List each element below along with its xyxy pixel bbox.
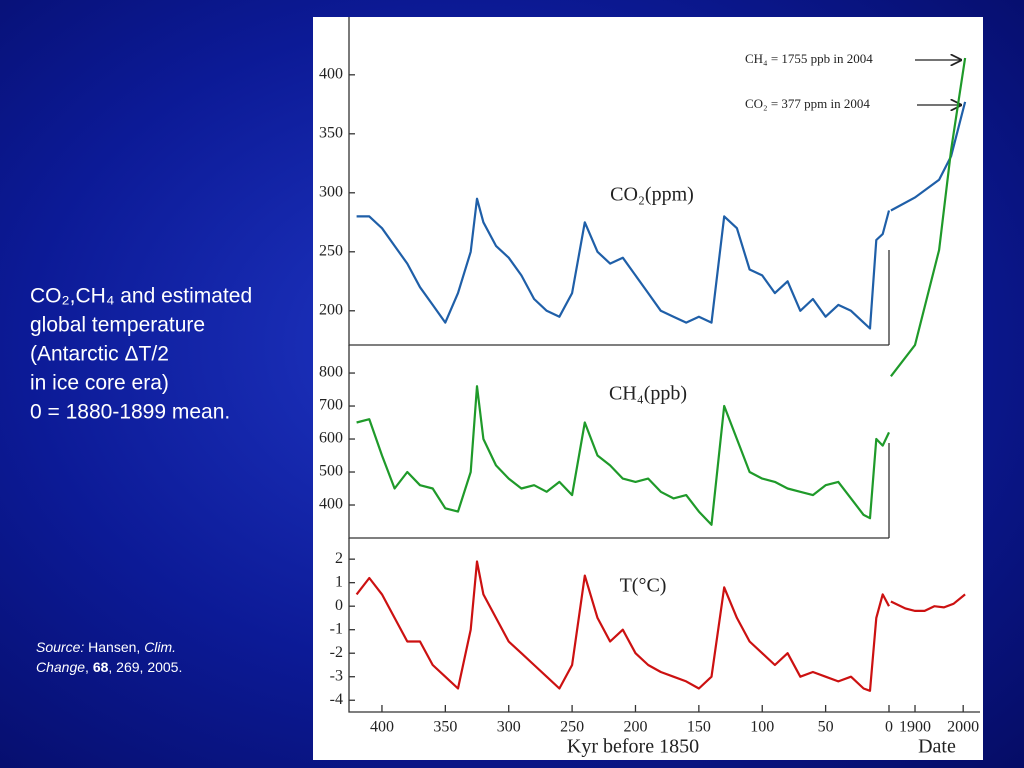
panel-title: CH₄(ppb) bbox=[609, 383, 687, 405]
date-tick-label: 2000 bbox=[947, 719, 979, 736]
panel-title: CO₂(ppm) bbox=[610, 184, 694, 206]
caption-line: global temperature bbox=[30, 314, 205, 337]
y-tick-label: 400 bbox=[319, 496, 343, 513]
y-tick-label: 700 bbox=[319, 397, 343, 414]
caption-line: 0 = 1880-1899 mean. bbox=[30, 401, 230, 424]
modern-line bbox=[890, 57, 967, 377]
y-tick-label: 2 bbox=[335, 550, 343, 567]
x-tick-label: 50 bbox=[818, 719, 834, 736]
y-tick-label: -2 bbox=[330, 644, 343, 661]
y-tick-label: -3 bbox=[330, 667, 343, 684]
x-tick-label: 0 bbox=[885, 719, 893, 736]
caption: CO₂,CH₄ and estimated global temperature… bbox=[30, 285, 252, 424]
y-tick-label: 600 bbox=[319, 430, 343, 447]
caption-line: in ice core era) bbox=[30, 372, 169, 395]
source-line: Change, 68, 269, 2005. bbox=[36, 659, 182, 675]
source-line: Source: Hansen, Clim. bbox=[36, 639, 176, 655]
y-tick-label: 300 bbox=[319, 183, 343, 200]
x-tick-label: 350 bbox=[433, 719, 457, 736]
panel-title: T(°C) bbox=[620, 575, 667, 597]
x-tick-label: 150 bbox=[687, 719, 711, 736]
series-line bbox=[355, 560, 890, 692]
annotation: CO₂ = 377 ppm in 2004 bbox=[745, 96, 870, 111]
y-tick-label: 250 bbox=[319, 242, 343, 259]
y-tick-label: 200 bbox=[319, 301, 343, 318]
source-part: , bbox=[85, 659, 93, 675]
y-tick-label: 800 bbox=[319, 364, 343, 381]
y-tick-label: 500 bbox=[319, 463, 343, 480]
source-part: Clim. bbox=[144, 639, 176, 655]
x-tick-label: 200 bbox=[623, 719, 647, 736]
y-tick-label: 0 bbox=[335, 597, 343, 614]
caption-line: CO₂,CH₄ and estimated bbox=[30, 285, 252, 308]
annotation: CH₄ = 1755 ppb in 2004 bbox=[745, 51, 873, 66]
date-axis-label: Date bbox=[918, 736, 956, 758]
source-part: Hansen, bbox=[84, 639, 144, 655]
y-tick-label: 400 bbox=[319, 65, 343, 82]
caption-line: (Antarctic ΔT/2 bbox=[30, 343, 169, 366]
x-axis-label: Kyr before 1850 bbox=[567, 736, 699, 758]
x-tick-label: 250 bbox=[560, 719, 584, 736]
x-tick-label: 100 bbox=[750, 719, 774, 736]
panel-frame bbox=[348, 538, 980, 713]
modern-line bbox=[890, 101, 967, 212]
y-tick-label: -4 bbox=[330, 691, 343, 708]
source-part: Change bbox=[36, 659, 85, 675]
x-tick-label: 300 bbox=[497, 719, 521, 736]
series-line bbox=[356, 385, 890, 526]
modern-line bbox=[890, 593, 966, 612]
x-tick-label: 400 bbox=[370, 719, 394, 736]
source-part: 68 bbox=[93, 659, 109, 675]
y-tick-label: 350 bbox=[319, 124, 343, 141]
chart-area bbox=[313, 17, 983, 760]
date-tick-label: 1900 bbox=[899, 719, 931, 736]
source-part: Source: bbox=[36, 639, 84, 655]
series-line bbox=[356, 197, 891, 330]
y-tick-label: 1 bbox=[335, 573, 343, 590]
y-tick-label: -1 bbox=[330, 620, 343, 637]
source-part: , 269, 2005. bbox=[108, 659, 182, 675]
